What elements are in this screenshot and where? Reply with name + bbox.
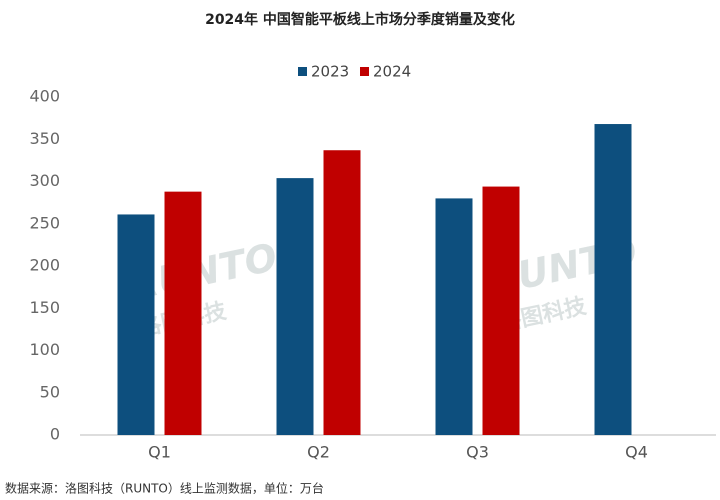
y-tick-label: 300 xyxy=(29,171,60,190)
bar xyxy=(594,124,632,435)
y-tick-label: 0 xyxy=(50,425,60,444)
x-tick-label: Q4 xyxy=(625,443,648,462)
y-tick-label: 50 xyxy=(40,382,60,401)
x-tick-label: Q2 xyxy=(307,443,330,462)
source-note: 数据来源：洛图科技（RUNTO）线上监测数据，单位：万台 xyxy=(5,481,324,496)
bar xyxy=(117,214,155,435)
bar xyxy=(323,150,361,436)
legend-swatch xyxy=(360,67,369,76)
legend-swatch xyxy=(298,67,307,76)
bar xyxy=(435,198,473,435)
y-tick-label: 400 xyxy=(29,87,60,106)
y-tick-label: 150 xyxy=(29,298,60,317)
bar xyxy=(276,178,314,435)
bar xyxy=(164,191,202,435)
legend-label: 2023 xyxy=(311,63,349,81)
chart-title: 2024年 中国智能平板线上市场分季度销量及变化 xyxy=(205,11,515,28)
bar xyxy=(482,186,520,435)
watermark-group: RUNTO 洛图科技 RUNTO 洛图科技 xyxy=(125,230,641,342)
x-tick-label: Q1 xyxy=(148,443,171,462)
x-tick-label: Q3 xyxy=(466,443,489,462)
y-tick-label: 100 xyxy=(29,340,60,359)
y-tick-label: 250 xyxy=(29,213,60,232)
y-tick-label: 200 xyxy=(29,256,60,275)
y-tick-label: 350 xyxy=(29,129,60,148)
legend-label: 2024 xyxy=(373,63,411,81)
